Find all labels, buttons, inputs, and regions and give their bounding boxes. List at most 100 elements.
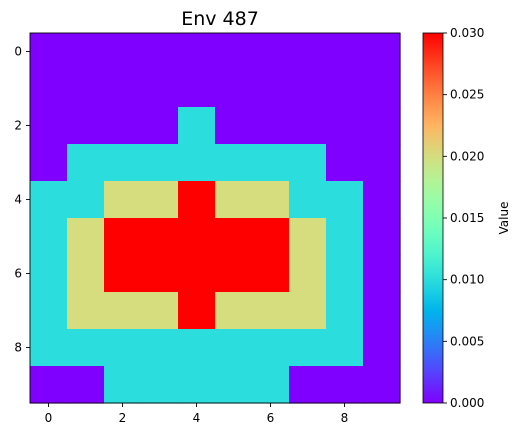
x-tick-label: 8 (341, 411, 349, 425)
heatmap-cell (215, 181, 253, 219)
heatmap-cell (30, 107, 68, 145)
colorbar-tick-label: 0.020 (450, 149, 484, 163)
heatmap-cells (30, 33, 401, 404)
heatmap-cell (67, 366, 105, 404)
heatmap-cell (363, 144, 401, 182)
colorbar-tick-label: 0.005 (450, 334, 484, 348)
heatmap-cell (289, 107, 327, 145)
heatmap-cell (30, 329, 68, 367)
colorbar-label: Value (497, 202, 511, 235)
heatmap-cell (252, 181, 290, 219)
heatmap-cell (178, 144, 216, 182)
heatmap-cell (252, 218, 290, 256)
heatmap-cell (252, 255, 290, 293)
heatmap-cell (178, 366, 216, 404)
chart-title: Env 487 (181, 8, 259, 30)
heatmap-cell (326, 255, 364, 293)
heatmap-cell (215, 107, 253, 145)
heatmap-cell (67, 181, 105, 219)
heatmap-cell (178, 181, 216, 219)
heatmap-cell (178, 329, 216, 367)
heatmap-cell (104, 181, 142, 219)
heatmap-cell (252, 366, 290, 404)
heatmap-cell (363, 292, 401, 330)
heatmap-cell (252, 70, 290, 108)
heatmap-cell (67, 292, 105, 330)
heatmap-cell (215, 70, 253, 108)
heatmap-cell (104, 33, 142, 71)
y-tick-label: 6 (14, 267, 22, 281)
heatmap-cell (363, 329, 401, 367)
heatmap-cell (215, 292, 253, 330)
colorbar: 0.0000.0050.0100.0150.0200.0250.030Value (423, 26, 511, 410)
heatmap-cell (141, 181, 179, 219)
heatmap-cell (215, 366, 253, 404)
heatmap-cell (289, 292, 327, 330)
heatmap-cell (104, 107, 142, 145)
heatmap-cell (363, 33, 401, 71)
heatmap-cell (289, 255, 327, 293)
heatmap-cell (104, 144, 142, 182)
heatmap-cell (289, 329, 327, 367)
colorbar-tick-label: 0.010 (450, 273, 484, 287)
heatmap-cell (141, 33, 179, 71)
colorbar-tick-label: 0.025 (450, 88, 484, 102)
heatmap-cell (326, 33, 364, 71)
heatmap-cell (104, 366, 142, 404)
heatmap-cell (141, 218, 179, 256)
heatmap-cell (326, 107, 364, 145)
heatmap-cell (326, 181, 364, 219)
heatmap-cell (363, 107, 401, 145)
heatmap-cell (141, 329, 179, 367)
heatmap-cell (141, 366, 179, 404)
heatmap-cell (141, 292, 179, 330)
heatmap-cell (30, 33, 68, 71)
heatmap-cell (67, 144, 105, 182)
heatmap-cell (67, 255, 105, 293)
heatmap-cell (67, 70, 105, 108)
heatmap-cell (326, 70, 364, 108)
heatmap-cell (252, 144, 290, 182)
x-tick-label: 0 (45, 411, 53, 425)
heatmap-cell (326, 329, 364, 367)
heatmap-cell (104, 255, 142, 293)
heatmap-cell (326, 218, 364, 256)
heatmap-cell (363, 218, 401, 256)
heatmap-cell (141, 255, 179, 293)
heatmap-cell (289, 144, 327, 182)
heatmap-cell (104, 70, 142, 108)
colorbar-tick-label: 0.030 (450, 26, 484, 40)
heatmap-cell (141, 144, 179, 182)
colorbar-gradient (423, 33, 443, 403)
heatmap-cell (30, 292, 68, 330)
heatmap-cell (141, 107, 179, 145)
heatmap-cell (178, 292, 216, 330)
heatmap-cell (30, 218, 68, 256)
heatmap-cell (30, 181, 68, 219)
heatmap-cell (252, 292, 290, 330)
heatmap-cell (289, 218, 327, 256)
heatmap-cell (326, 366, 364, 404)
heatmap-cell (215, 255, 253, 293)
heatmap-cell (289, 181, 327, 219)
heatmap-cell (30, 70, 68, 108)
heatmap-cell (30, 255, 68, 293)
heatmap-cell (252, 107, 290, 145)
heatmap-cell (289, 70, 327, 108)
heatmap-cell (67, 218, 105, 256)
heatmap-cell (363, 181, 401, 219)
colorbar-tick-label: 0.015 (450, 211, 484, 225)
heatmap-cell (252, 33, 290, 71)
heatmap-cell (141, 70, 179, 108)
heatmap-cell (104, 218, 142, 256)
x-tick-label: 2 (119, 411, 127, 425)
heatmap-cell (215, 33, 253, 71)
heatmap-cell (252, 329, 290, 367)
heatmap-cell (215, 144, 253, 182)
y-tick-label: 0 (14, 45, 22, 59)
heatmap-cell (178, 70, 216, 108)
heatmap-cell (30, 366, 68, 404)
heatmap-cell (67, 107, 105, 145)
heatmap-cell (326, 292, 364, 330)
